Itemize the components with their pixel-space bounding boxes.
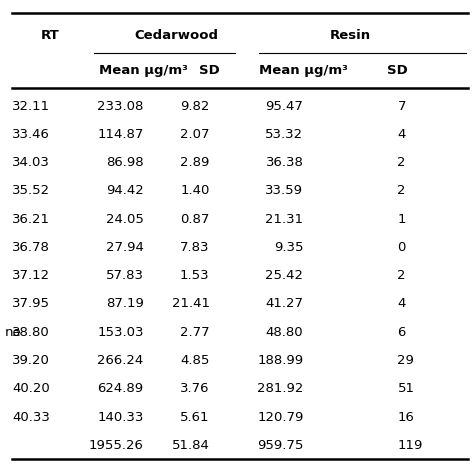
Text: 37.95: 37.95 — [12, 297, 50, 310]
Text: 0: 0 — [397, 241, 406, 254]
Text: 4: 4 — [397, 128, 406, 141]
Text: 188.99: 188.99 — [257, 354, 303, 367]
Text: Mean μg/m³: Mean μg/m³ — [259, 64, 348, 77]
Text: 9.82: 9.82 — [180, 100, 210, 112]
Text: 7: 7 — [397, 100, 406, 112]
Text: 41.27: 41.27 — [265, 297, 303, 310]
Text: 51.84: 51.84 — [172, 439, 210, 452]
Text: 5.61: 5.61 — [180, 410, 210, 423]
Text: 39.20: 39.20 — [12, 354, 50, 367]
Text: 0.87: 0.87 — [180, 213, 210, 226]
Text: 36.78: 36.78 — [12, 241, 50, 254]
Text: 2.89: 2.89 — [180, 156, 210, 169]
Text: 959.75: 959.75 — [257, 439, 303, 452]
Text: 27.94: 27.94 — [106, 241, 144, 254]
Text: 29: 29 — [397, 354, 414, 367]
Text: 57.83: 57.83 — [106, 269, 144, 282]
Text: 140.33: 140.33 — [97, 410, 144, 423]
Text: 87.19: 87.19 — [106, 297, 144, 310]
Text: 37.12: 37.12 — [12, 269, 50, 282]
Text: 233.08: 233.08 — [97, 100, 144, 112]
Text: 34.03: 34.03 — [12, 156, 50, 169]
Text: 1: 1 — [397, 213, 406, 226]
Text: 21.41: 21.41 — [172, 297, 210, 310]
Text: 32.11: 32.11 — [12, 100, 50, 112]
Text: 2.77: 2.77 — [180, 326, 210, 339]
Text: 1955.26: 1955.26 — [89, 439, 144, 452]
Text: 1.40: 1.40 — [180, 184, 210, 197]
Text: 3.76: 3.76 — [180, 382, 210, 395]
Text: 6: 6 — [397, 326, 406, 339]
Text: 36.21: 36.21 — [12, 213, 50, 226]
Text: 53.32: 53.32 — [265, 128, 303, 141]
Text: 40.20: 40.20 — [12, 382, 50, 395]
Text: 2: 2 — [397, 184, 406, 197]
Text: 35.52: 35.52 — [12, 184, 50, 197]
Text: 24.05: 24.05 — [106, 213, 144, 226]
Text: 48.80: 48.80 — [266, 326, 303, 339]
Text: 86.98: 86.98 — [106, 156, 144, 169]
Text: 94.42: 94.42 — [106, 184, 144, 197]
Text: Resin: Resin — [330, 29, 371, 42]
Text: 120.79: 120.79 — [257, 410, 303, 423]
Text: 281.92: 281.92 — [257, 382, 303, 395]
Text: 51: 51 — [397, 382, 414, 395]
Text: 40.33: 40.33 — [12, 410, 50, 423]
Text: 2: 2 — [397, 269, 406, 282]
Text: RT: RT — [40, 29, 59, 42]
Text: 119: 119 — [397, 439, 423, 452]
Text: 1.53: 1.53 — [180, 269, 210, 282]
Text: SD: SD — [387, 64, 408, 77]
Text: 7.83: 7.83 — [180, 241, 210, 254]
Text: ne: ne — [5, 326, 22, 339]
Text: SD: SD — [199, 64, 220, 77]
Text: 114.87: 114.87 — [97, 128, 144, 141]
Text: 153.03: 153.03 — [97, 326, 144, 339]
Text: 25.42: 25.42 — [265, 269, 303, 282]
Text: 33.46: 33.46 — [12, 128, 50, 141]
Text: 21.31: 21.31 — [265, 213, 303, 226]
Text: 95.47: 95.47 — [265, 100, 303, 112]
Text: Cedarwood: Cedarwood — [135, 29, 219, 42]
Text: 4.85: 4.85 — [180, 354, 210, 367]
Text: 4: 4 — [397, 297, 406, 310]
Text: Mean μg/m³: Mean μg/m³ — [99, 64, 188, 77]
Text: 9.35: 9.35 — [274, 241, 303, 254]
Text: 16: 16 — [397, 410, 414, 423]
Text: 624.89: 624.89 — [98, 382, 144, 395]
Text: 36.38: 36.38 — [265, 156, 303, 169]
Text: 2.07: 2.07 — [180, 128, 210, 141]
Text: 33.59: 33.59 — [265, 184, 303, 197]
Text: 266.24: 266.24 — [98, 354, 144, 367]
Text: 38.80: 38.80 — [12, 326, 50, 339]
Text: 2: 2 — [397, 156, 406, 169]
